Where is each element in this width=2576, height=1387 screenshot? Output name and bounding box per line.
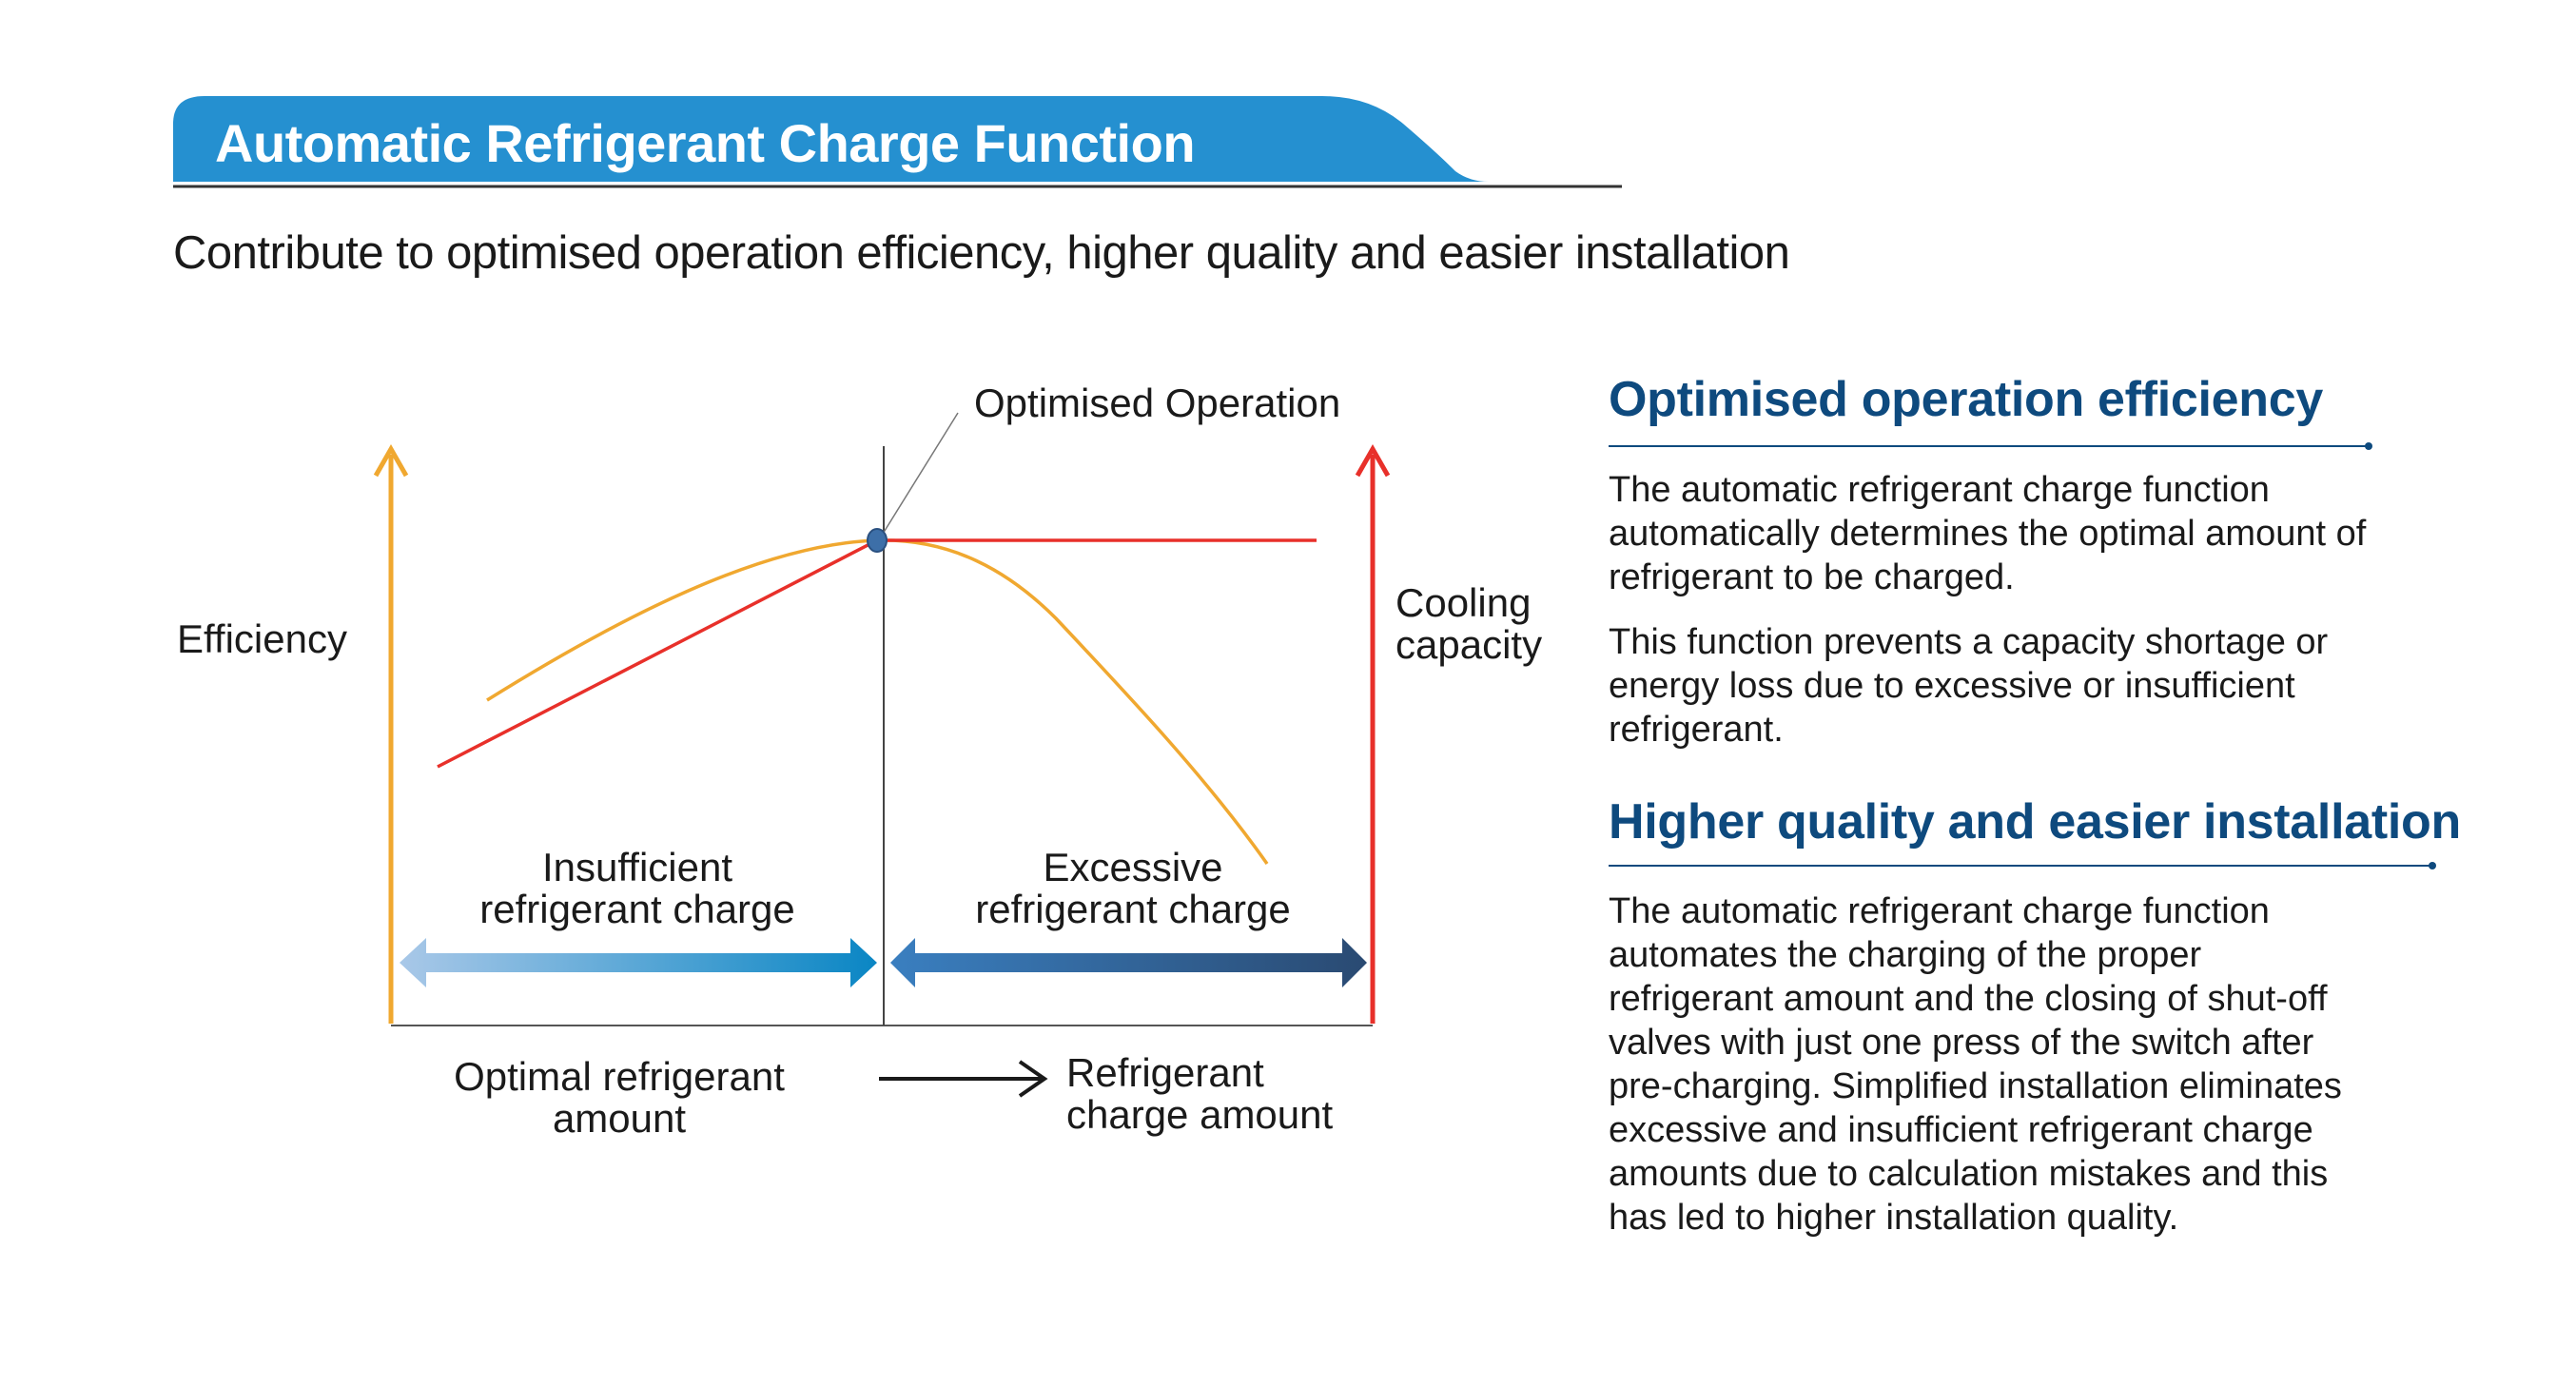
optimal-label-line: amount [552,1096,687,1141]
page-subtitle: Contribute to optimised operation effici… [173,227,1790,279]
insufficient-range-arrow [400,938,877,987]
text-line: automatically determines the optimal amo… [1609,514,2367,554]
excessive-label-line: Excessive [1043,845,1223,889]
insufficient-label: Insufficient refrigerant charge [479,847,795,930]
optimal-amount-label: Optimal refrigerant amount [454,1056,785,1140]
title-banner [173,96,1489,182]
optimal-label-line: Optimal refrigerant [454,1054,785,1099]
text-line: has led to higher installation quality. [1609,1198,2179,1238]
text-line: The automatic refrigerant charge functio… [1609,470,2270,510]
text-line: energy loss due to excessive or insuffic… [1609,666,2295,706]
page-title: Automatic Refrigerant Charge Function [215,113,1196,173]
efficiency-axis-arrowhead [373,443,409,478]
text-line: The automatic refrigerant charge functio… [1609,891,2270,931]
section-paragraph: The automatic refrigerant charge functio… [1609,468,2465,599]
section-1-rule-dot [2365,442,2372,450]
text-line: pre-charging. Simplified installation el… [1609,1066,2342,1106]
efficiency-curve [486,538,1269,866]
x-axis-label: Refrigerant charge amount [1066,1052,1333,1136]
excessive-label: Excessive refrigerant charge [975,847,1291,930]
capacity-axis-arrowhead [1355,443,1391,478]
text-line: This function prevents a capacity shorta… [1609,622,2329,662]
text-line: automates the charging of the proper [1609,935,2202,975]
text-line: refrigerant. [1609,710,1784,750]
excessive-label-line: refrigerant charge [975,887,1291,931]
text-line: excessive and insufficient refrigerant c… [1609,1110,2313,1150]
text-line: amounts due to calculation mistakes and … [1609,1154,2329,1194]
x-direction-arrowhead [1018,1060,1048,1098]
insufficient-label-line: Insufficient [541,845,733,889]
text-line: refrigerant amount and the closing of sh… [1609,979,2328,1019]
capacity-axis-label: Cooling capacity [1395,582,1542,666]
capacity-curve [437,538,1317,769]
section-2-rule-dot [2429,862,2436,869]
peak-label: Optimised Operation [974,381,1341,425]
capacity-label-line: Cooling [1395,580,1532,625]
text-line: valves with just one press of the switch… [1609,1023,2314,1063]
optimised-operation-point [867,528,888,553]
text-line: refrigerant to be charged. [1609,557,2015,597]
insufficient-label-line: refrigerant charge [479,887,795,931]
section-paragraph: The automatic refrigerant charge functio… [1609,889,2465,1240]
efficiency-axis-label: Efficiency [177,616,347,661]
section-paragraph: This function prevents a capacity shorta… [1609,620,2465,752]
excessive-range-arrow [890,938,1367,987]
x-axis-label-line: Refrigerant [1066,1050,1264,1095]
section-heading-installation: Higher quality and easier installation [1609,794,2461,850]
capacity-label-line: capacity [1395,622,1543,667]
x-axis-label-line: charge amount [1066,1092,1334,1137]
peak-leader-line [879,412,959,539]
section-heading-efficiency: Optimised operation efficiency [1609,372,2323,427]
